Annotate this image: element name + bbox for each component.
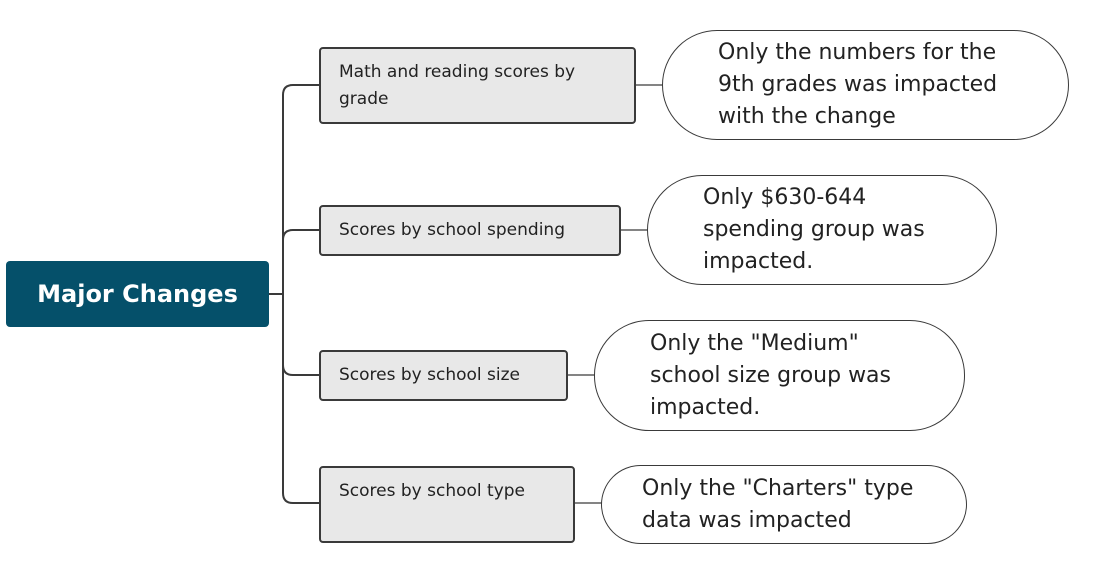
branch-label: Scores by school spending — [339, 220, 565, 240]
note-math-reading-scores[interactable]: Only the numbers for the 9th grades was … — [662, 30, 1069, 140]
branch-school-type[interactable]: Scores by school type — [319, 466, 575, 543]
trunk-line — [282, 84, 294, 504]
note-text: Only the numbers for the 9th grades was … — [718, 40, 998, 129]
branch-connector-3 — [282, 364, 320, 376]
note-text: Only the "Medium" school size group was … — [650, 330, 892, 420]
branch-school-spending[interactable]: Scores by school spending — [319, 205, 621, 256]
note-school-type[interactable]: Only the "Charters" type data was impact… — [601, 465, 967, 544]
note-text: Only the "Charters" type data was impact… — [642, 475, 914, 533]
branch-school-size[interactable]: Scores by school size — [319, 350, 568, 401]
branch-label: Scores by school type — [339, 481, 526, 501]
branch-connector-2 — [282, 229, 320, 241]
note-text: Only $630-644 spending group was impacte… — [703, 185, 925, 274]
branch-label: Scores by school size — [339, 365, 520, 385]
branch-label: Math and reading scores by grade — [339, 61, 576, 109]
note-school-size[interactable]: Only the "Medium" school size group was … — [594, 320, 965, 431]
branch-math-reading-scores[interactable]: Math and reading scores by grade — [319, 47, 636, 124]
root-topic-major-changes[interactable]: Major Changes — [6, 261, 269, 327]
note-school-spending[interactable]: Only $630-644 spending group was impacte… — [647, 175, 997, 285]
root-topic-label: Major Changes — [37, 280, 238, 308]
